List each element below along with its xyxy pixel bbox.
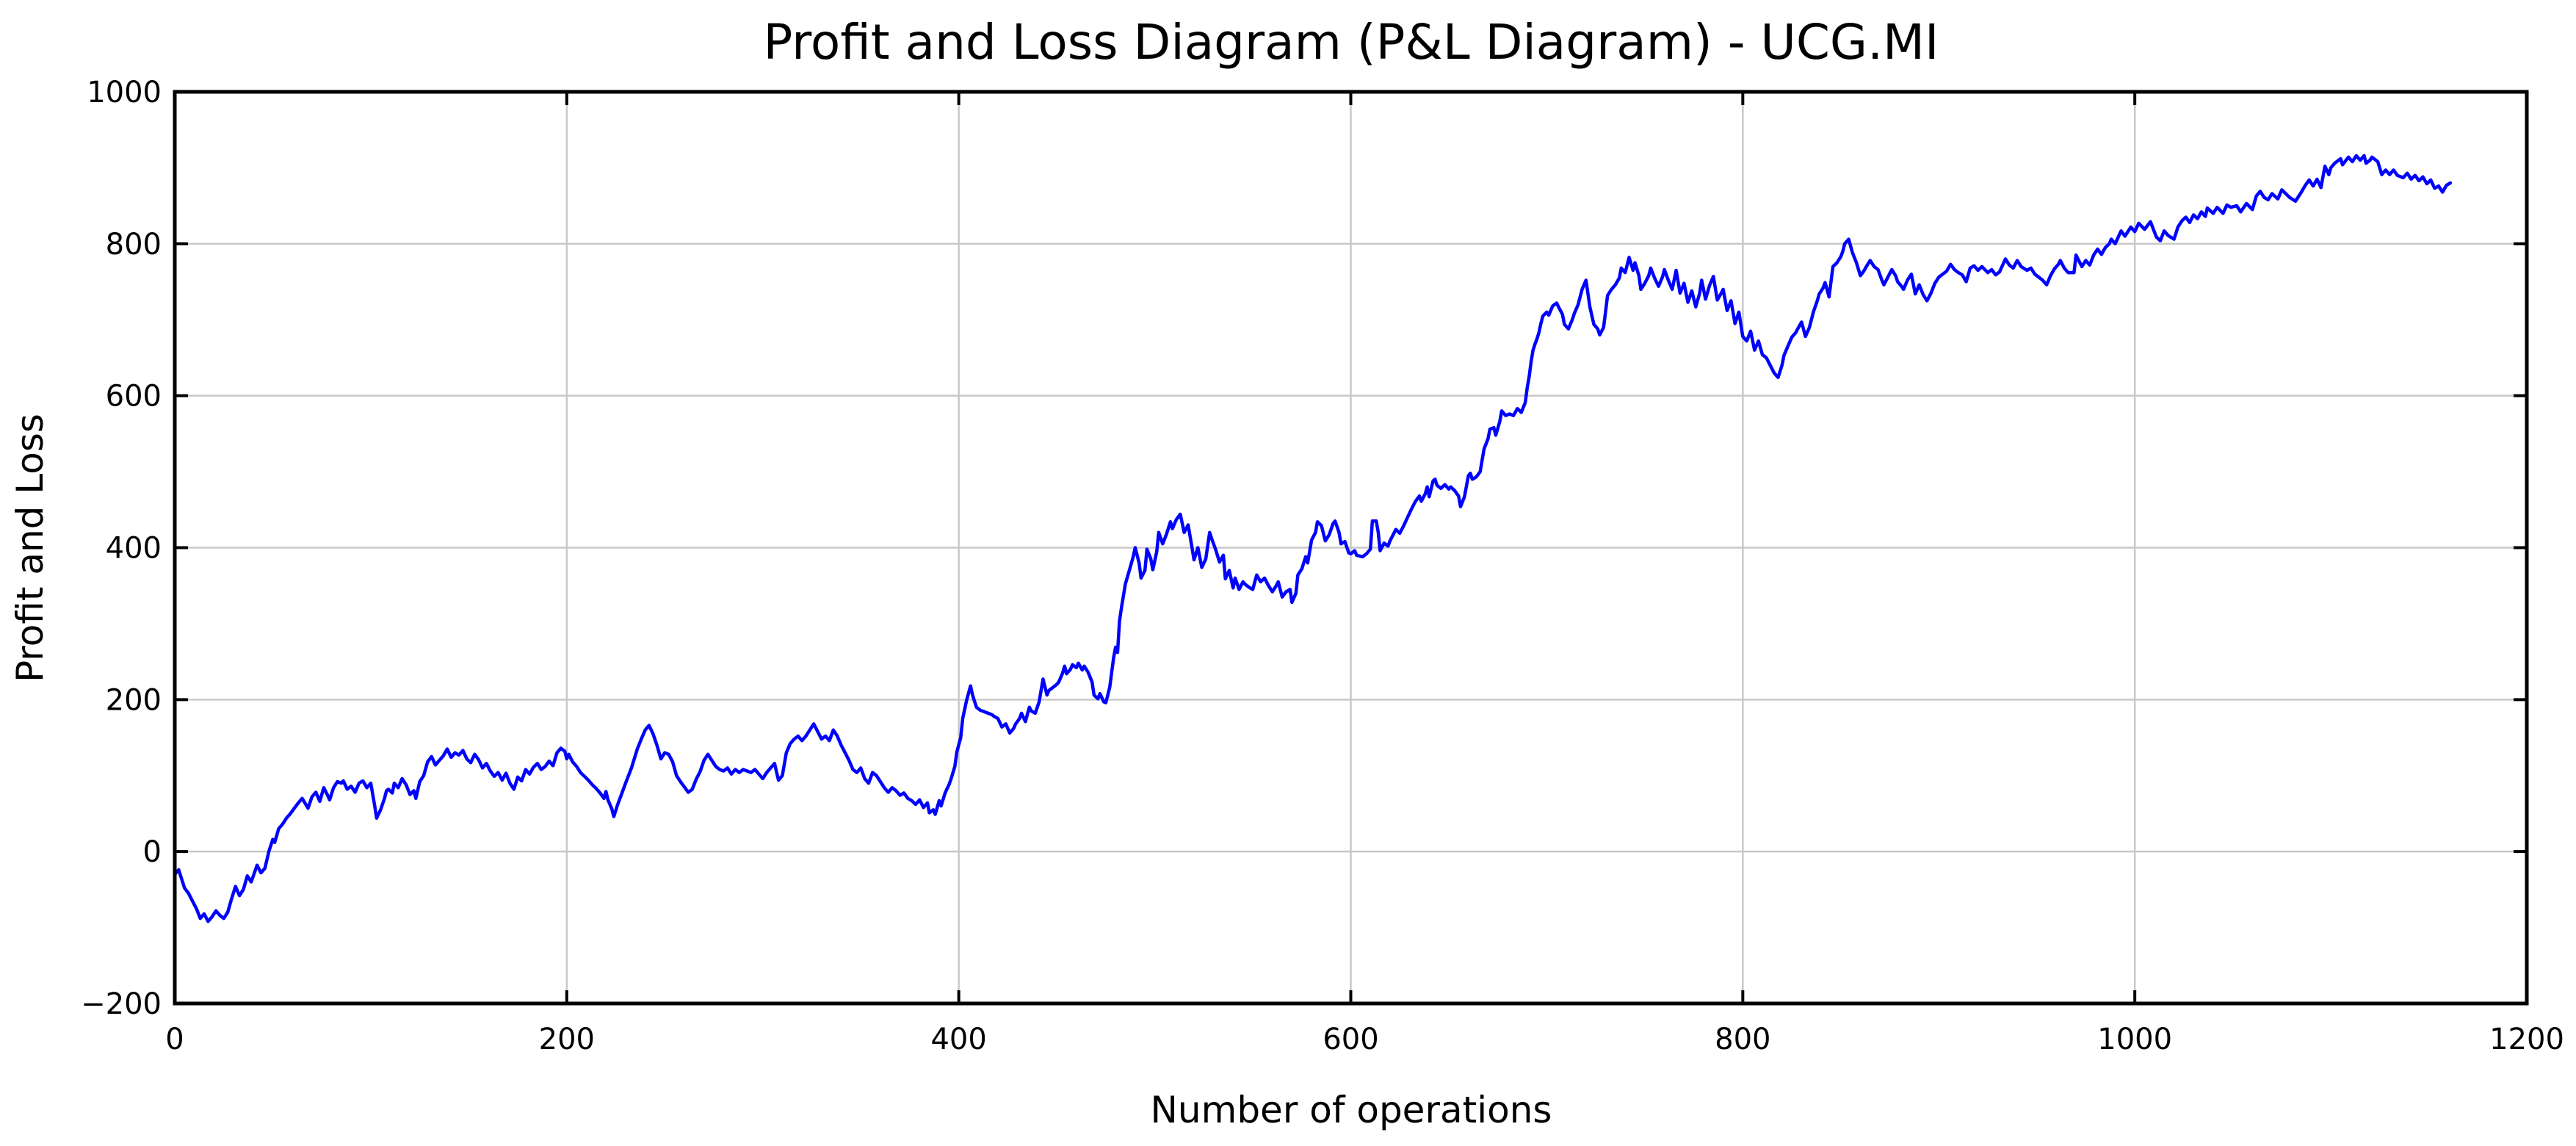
x-tick-label: 200	[539, 1023, 595, 1056]
y-tick-label: −200	[81, 987, 162, 1021]
chart-title: Profit and Loss Diagram (P&L Diagram) - …	[764, 14, 1939, 71]
y-tick-label: 800	[106, 228, 162, 262]
x-tick-label: 600	[1323, 1023, 1378, 1056]
y-tick-labels: −200 0 200 400 600 800 1000	[81, 76, 162, 1021]
grid-lines	[175, 92, 2527, 1003]
x-axis-label: Number of operations	[1151, 1089, 1552, 1131]
y-axis-label: Profit and Loss	[9, 414, 51, 682]
profit-loss-series-line	[173, 154, 2453, 923]
x-tick-label: 1200	[2489, 1023, 2564, 1056]
x-tick-label: 800	[1715, 1023, 1770, 1056]
x-tick-label: 1000	[2097, 1023, 2172, 1056]
x-tick-label: 400	[930, 1023, 986, 1056]
x-tick-labels: 0 200 400 600 800 1000 1200	[165, 1023, 2564, 1056]
y-tick-label: 1000	[87, 76, 162, 109]
y-tick-label: 400	[106, 532, 162, 566]
y-tick-label: 200	[106, 683, 162, 717]
y-tick-label: 0	[143, 835, 162, 869]
x-tick-label: 0	[165, 1023, 184, 1056]
y-tick-label: 600	[106, 380, 162, 414]
tick-marks	[173, 90, 2528, 1005]
